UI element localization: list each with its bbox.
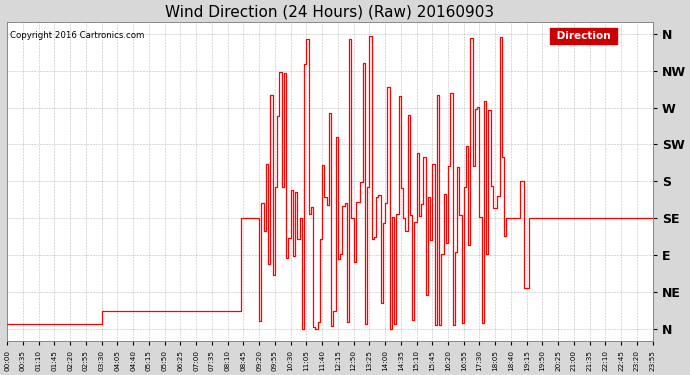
Text: Direction: Direction bbox=[553, 31, 614, 41]
Title: Wind Direction (24 Hours) (Raw) 20160903: Wind Direction (24 Hours) (Raw) 20160903 bbox=[166, 4, 495, 19]
Text: Copyright 2016 Cartronics.com: Copyright 2016 Cartronics.com bbox=[10, 31, 145, 40]
